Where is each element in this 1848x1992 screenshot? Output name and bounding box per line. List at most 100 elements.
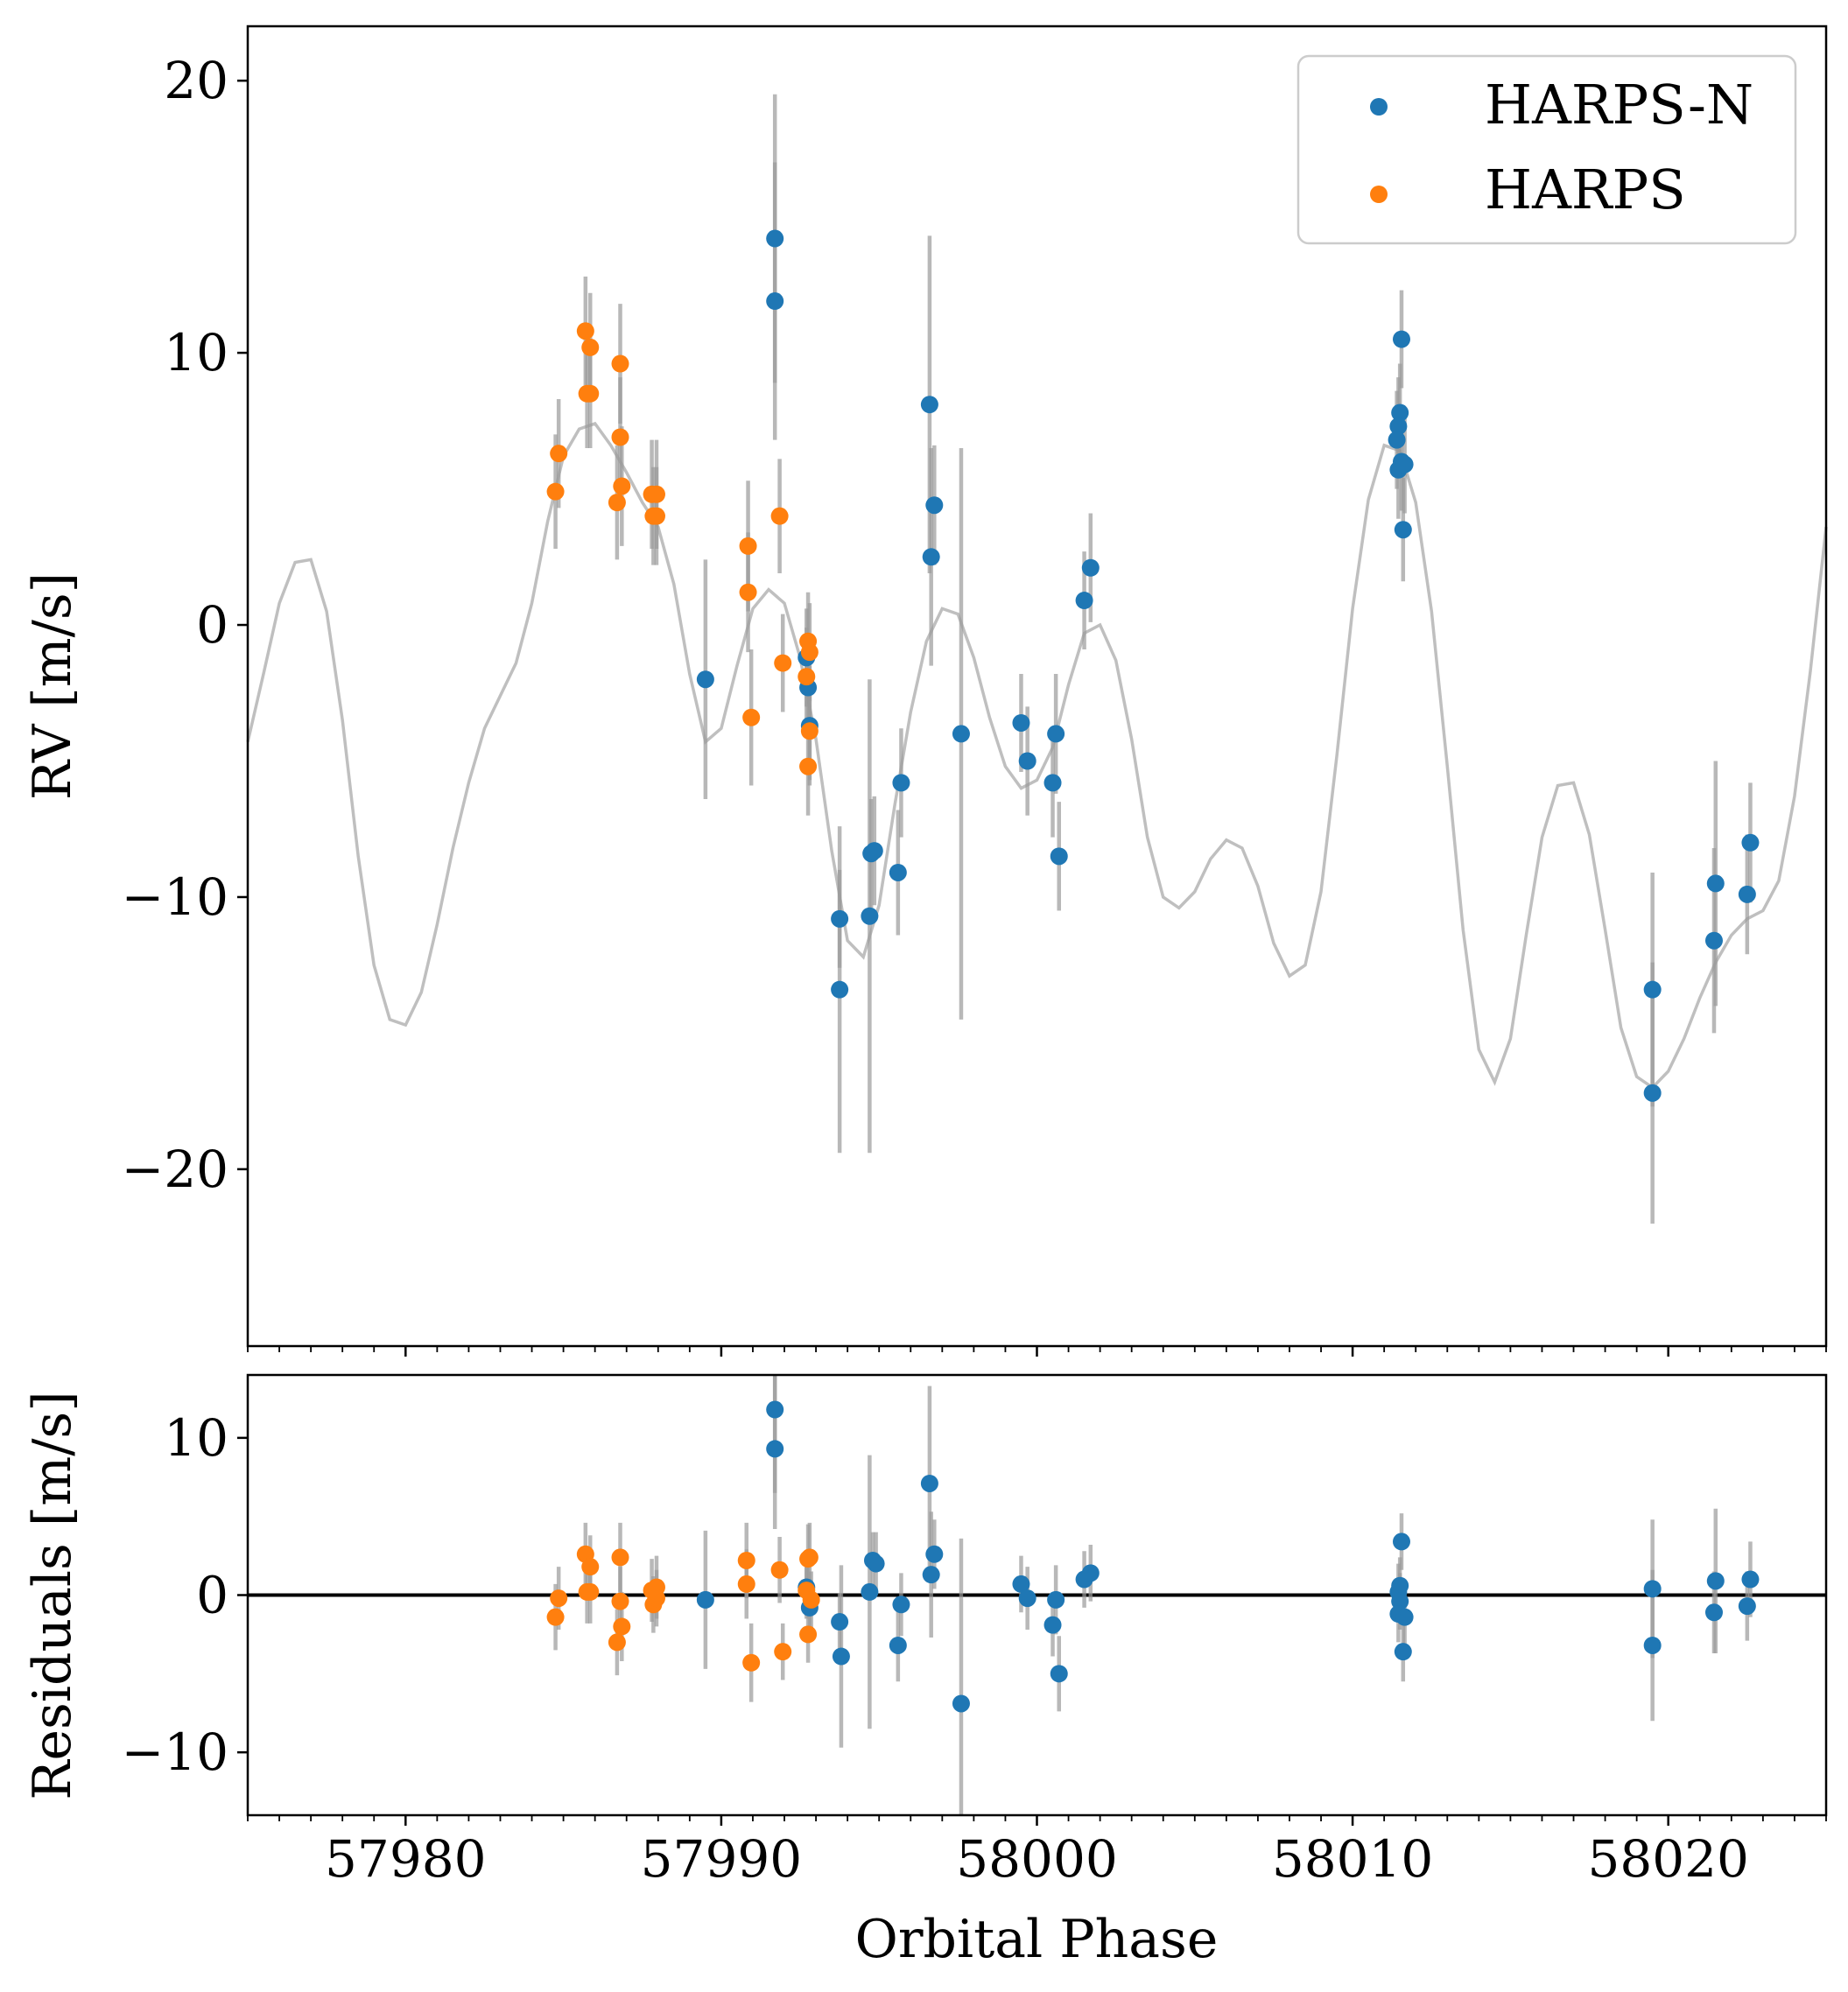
- residual-point-harps-n: [1704, 1603, 1723, 1622]
- rv-y-tick-label: −20: [122, 1140, 228, 1199]
- rv-point-harps: [608, 494, 626, 512]
- rv-y-ticks: −20 −10 0 10 20: [122, 51, 248, 1199]
- residual-point-harps-n: [1643, 1636, 1662, 1654]
- rv-point-harps-n: [1395, 455, 1414, 473]
- residual-point-harps-n: [892, 1596, 910, 1614]
- residuals-y-ticks: −10 0 10: [122, 1408, 248, 1782]
- residual-point-harps: [611, 1548, 629, 1567]
- residual-point-harps: [799, 1550, 818, 1568]
- residual-point-harps-n: [861, 1582, 879, 1601]
- residual-point-harps-n: [832, 1647, 850, 1666]
- legend-label-harps: HARPS: [1485, 158, 1686, 221]
- residual-point-harps: [581, 1558, 600, 1576]
- residual-point-harps-n: [766, 1440, 784, 1458]
- residual-point-harps-n: [1394, 1643, 1412, 1661]
- residual-point-harps-n: [696, 1590, 714, 1609]
- residual-point-harps: [613, 1617, 631, 1636]
- rv-point-harps: [581, 338, 600, 356]
- rv-point-harps-n: [952, 725, 970, 743]
- rv-point-harps: [613, 477, 631, 495]
- rv-point-harps-n: [922, 548, 940, 566]
- residual-y-tick-label: −10: [122, 1722, 228, 1782]
- rv-point-harps: [576, 322, 594, 340]
- residual-point-harps: [799, 1625, 818, 1644]
- residual-point-harps-n: [889, 1636, 907, 1654]
- rv-point-harps-n: [892, 774, 910, 792]
- residual-point-harps: [770, 1561, 789, 1579]
- rv-point-harps: [647, 485, 665, 503]
- residual-point-harps-n: [1012, 1575, 1030, 1593]
- rv-point-harps-n: [1643, 980, 1662, 999]
- top-points-layer: [546, 229, 1760, 1102]
- residual-point-harps-n: [1043, 1616, 1062, 1634]
- rv-point-harps-n: [1391, 403, 1409, 422]
- residual-point-harps-n: [867, 1554, 885, 1573]
- rv-point-harps-n: [1075, 592, 1093, 610]
- residual-point-harps-n: [1395, 1608, 1414, 1626]
- rv-point-harps-n: [1050, 847, 1068, 866]
- residual-point-harps: [611, 1592, 629, 1610]
- rv-y-tick-label: 10: [164, 323, 228, 382]
- residuals-x-ticks: 57980 57990 58000 58010 58020: [247, 1815, 1827, 1889]
- rv-point-harps: [800, 722, 819, 740]
- rv-point-harps: [550, 445, 568, 463]
- residual-x-tick-label: 58000: [956, 1829, 1118, 1889]
- residual-point-harps-n: [1741, 1570, 1760, 1589]
- rv-panel: −20 −10 0 10 20 RV [m/s] HARPS-N HARPS: [22, 25, 1828, 1357]
- x-axis-label: Orbital Phase: [855, 1909, 1219, 1970]
- rv-point-harps-n: [1394, 521, 1412, 539]
- legend-label-harps-n: HARPS-N: [1485, 73, 1753, 137]
- rv-point-harps-n: [1706, 874, 1725, 893]
- residual-y-tick-label: 0: [196, 1566, 228, 1625]
- rv-point-harps: [800, 643, 819, 662]
- residual-point-harps-n: [952, 1694, 970, 1713]
- rv-point-harps-n: [1012, 713, 1030, 732]
- residual-point-harps-n: [1392, 1533, 1410, 1551]
- rv-point-harps: [774, 654, 792, 672]
- rv-y-tick-label: −10: [122, 867, 228, 927]
- residual-point-harps: [546, 1608, 565, 1626]
- residual-point-harps-n: [1047, 1590, 1065, 1609]
- rv-point-harps-n: [1043, 774, 1062, 792]
- legend: HARPS-N HARPS: [1296, 54, 1797, 245]
- residual-x-tick-label: 58010: [1272, 1829, 1434, 1889]
- residual-point-harps-n: [831, 1613, 849, 1631]
- model-curve: [246, 421, 1828, 1090]
- rv-point-harps-n: [1388, 431, 1406, 449]
- rv-point-harps-n: [1047, 725, 1065, 743]
- rv-point-harps: [770, 507, 789, 525]
- rv-point-harps: [739, 537, 757, 555]
- bottom-points-layer: [546, 1400, 1760, 1713]
- residual-point-harps: [608, 1633, 626, 1652]
- rv-point-harps: [647, 507, 665, 525]
- rv-point-harps-n: [1392, 330, 1410, 348]
- legend-frame: [1296, 54, 1797, 245]
- residual-point-harps-n: [1706, 1572, 1725, 1590]
- residual-point-harps-n: [920, 1474, 938, 1492]
- residual-point-harps-n: [1738, 1597, 1756, 1616]
- residual-point-harps: [647, 1589, 665, 1608]
- residual-point-harps-n: [1018, 1589, 1036, 1608]
- residual-point-harps: [774, 1643, 792, 1661]
- rv-point-harps-n: [696, 670, 714, 689]
- rv-point-harps: [799, 757, 818, 775]
- residuals-panel: −10 0 10 57980 57990 58000 58010 58020 Residua…: [22, 1373, 1828, 1970]
- rv-point-harps: [581, 384, 600, 403]
- rv-point-harps-n: [889, 863, 907, 881]
- rv-point-harps-n: [1643, 1084, 1662, 1102]
- residual-point-harps-n: [925, 1545, 944, 1563]
- rv-point-harps-n: [1704, 931, 1723, 950]
- legend-marker-harps: [1370, 186, 1388, 203]
- rv-y-tick-label: 0: [196, 595, 228, 655]
- rv-point-harps-n: [831, 909, 849, 928]
- residual-point-harps-n: [922, 1566, 940, 1584]
- residual-point-harps: [737, 1551, 755, 1569]
- rv-point-harps-n: [1741, 833, 1760, 852]
- residual-point-harps: [802, 1590, 820, 1609]
- rv-point-harps-n: [1018, 752, 1036, 770]
- rv-point-harps-n: [1081, 558, 1100, 577]
- rv-y-tick-label: 20: [164, 51, 228, 110]
- residual-point-harps-n: [1081, 1564, 1100, 1582]
- residual-point-harps-n: [1643, 1580, 1662, 1598]
